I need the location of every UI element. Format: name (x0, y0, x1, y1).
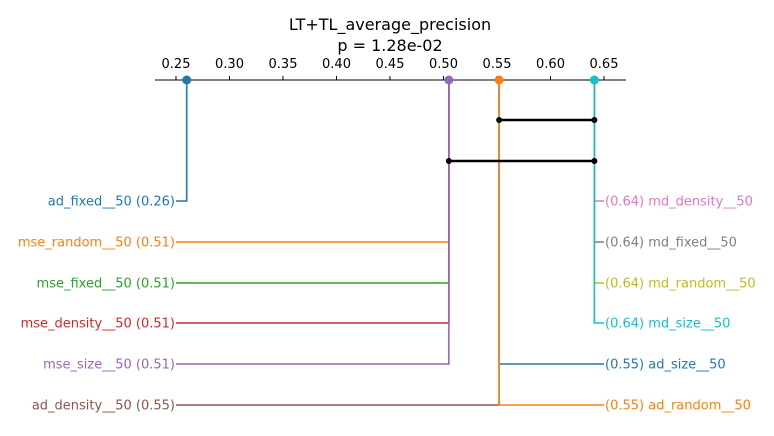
entry-value: (0.64) (605, 317, 648, 332)
left-connector-line (176, 80, 450, 243)
x-tick-label: 0.60 (536, 57, 565, 72)
entry-value: (0.55) (605, 358, 648, 373)
entry-name: ad_size__50 (648, 358, 725, 373)
entry-value: (0.64) (605, 277, 648, 292)
x-tick-label: 0.50 (429, 57, 458, 72)
entry-name: md_density__50 (648, 195, 753, 210)
entry-value: (0.64) (605, 236, 648, 251)
entry-value: (0.55) (605, 399, 648, 414)
left-entry-label: mse_fixed__50 (0.51) (37, 277, 175, 292)
right-connector-line (593, 80, 604, 284)
axis-marker-point (444, 75, 454, 85)
left-connector-line (176, 80, 188, 202)
right-connector-line (593, 80, 604, 202)
clique-end-point (591, 117, 598, 123)
entry-value: (0.51) (132, 277, 175, 292)
entry-value: (0.51) (132, 236, 175, 251)
entry-name: ad_density__50 (32, 399, 132, 414)
entry-name: ad_fixed__50 (48, 195, 132, 210)
entry-name: mse_size__50 (43, 358, 132, 373)
x-tick-label: 0.35 (269, 57, 298, 72)
clique-end-point (496, 117, 503, 123)
axis-marker-point (494, 75, 504, 85)
left-entry-label: mse_density__50 (0.51) (21, 317, 175, 332)
left-entry-label: ad_density__50 (0.55) (32, 399, 175, 414)
entry-value: (0.64) (605, 195, 648, 210)
left-entry-label: mse_size__50 (0.51) (43, 358, 175, 373)
right-entry-label: (0.64) md_size__50 (605, 317, 730, 332)
entry-name: md_size__50 (648, 317, 730, 332)
connector-lines (176, 80, 604, 406)
right-entry-label: (0.64) md_random__50 (605, 277, 756, 292)
x-tick-label: 0.25 (162, 57, 191, 72)
entry-value: (0.26) (132, 195, 175, 210)
entry-name: mse_fixed__50 (37, 277, 132, 292)
entry-name: mse_random__50 (18, 236, 132, 251)
x-axis: 0.25 0.30 0.35 0.40 0.45 0.50 0.55 0.60 0.65 (155, 57, 626, 81)
axis-marker-point (182, 75, 192, 85)
right-entry-label: (0.64) md_density__50 (605, 195, 753, 210)
right-entry-label: (0.55) ad_size__50 (605, 358, 726, 373)
x-tick-label: 0.55 (483, 57, 512, 72)
left-connector-line (176, 80, 450, 324)
x-tick-label: 0.45 (376, 57, 405, 72)
clique-end-point (445, 158, 452, 164)
x-tick-label: 0.30 (215, 57, 244, 72)
axis-markers (182, 75, 599, 85)
right-entry-label: (0.55) ad_random__50 (605, 399, 751, 414)
clique-end-point (591, 158, 598, 164)
x-tick-label: 0.40 (322, 57, 351, 72)
entry-name: ad_random__50 (648, 399, 751, 414)
chart-title: LT+TL_average_precision (289, 15, 491, 35)
entry-name: md_random__50 (648, 277, 755, 292)
x-tick-label: 0.65 (590, 57, 619, 72)
right-connector-line (498, 80, 604, 365)
left-connector-line (176, 80, 450, 365)
entry-labels: ad_fixed__50 (0.26) mse_random__50 (0.51)… (18, 195, 756, 414)
left-entry-label: mse_random__50 (0.51) (18, 236, 175, 251)
clique-bars (445, 117, 598, 164)
right-connector-line (498, 80, 604, 406)
axis-marker-point (589, 75, 599, 85)
entry-name: md_fixed__50 (648, 236, 737, 251)
left-entry-label: ad_fixed__50 (0.26) (48, 195, 175, 210)
entry-value: (0.55) (132, 399, 175, 414)
entry-name: mse_density__50 (21, 317, 132, 332)
entry-value: (0.51) (132, 358, 175, 373)
chart-subtitle: p = 1.28e-02 (337, 36, 442, 55)
right-entry-label: (0.64) md_fixed__50 (605, 236, 737, 251)
entry-value: (0.51) (132, 317, 175, 332)
left-connector-line (176, 80, 450, 284)
